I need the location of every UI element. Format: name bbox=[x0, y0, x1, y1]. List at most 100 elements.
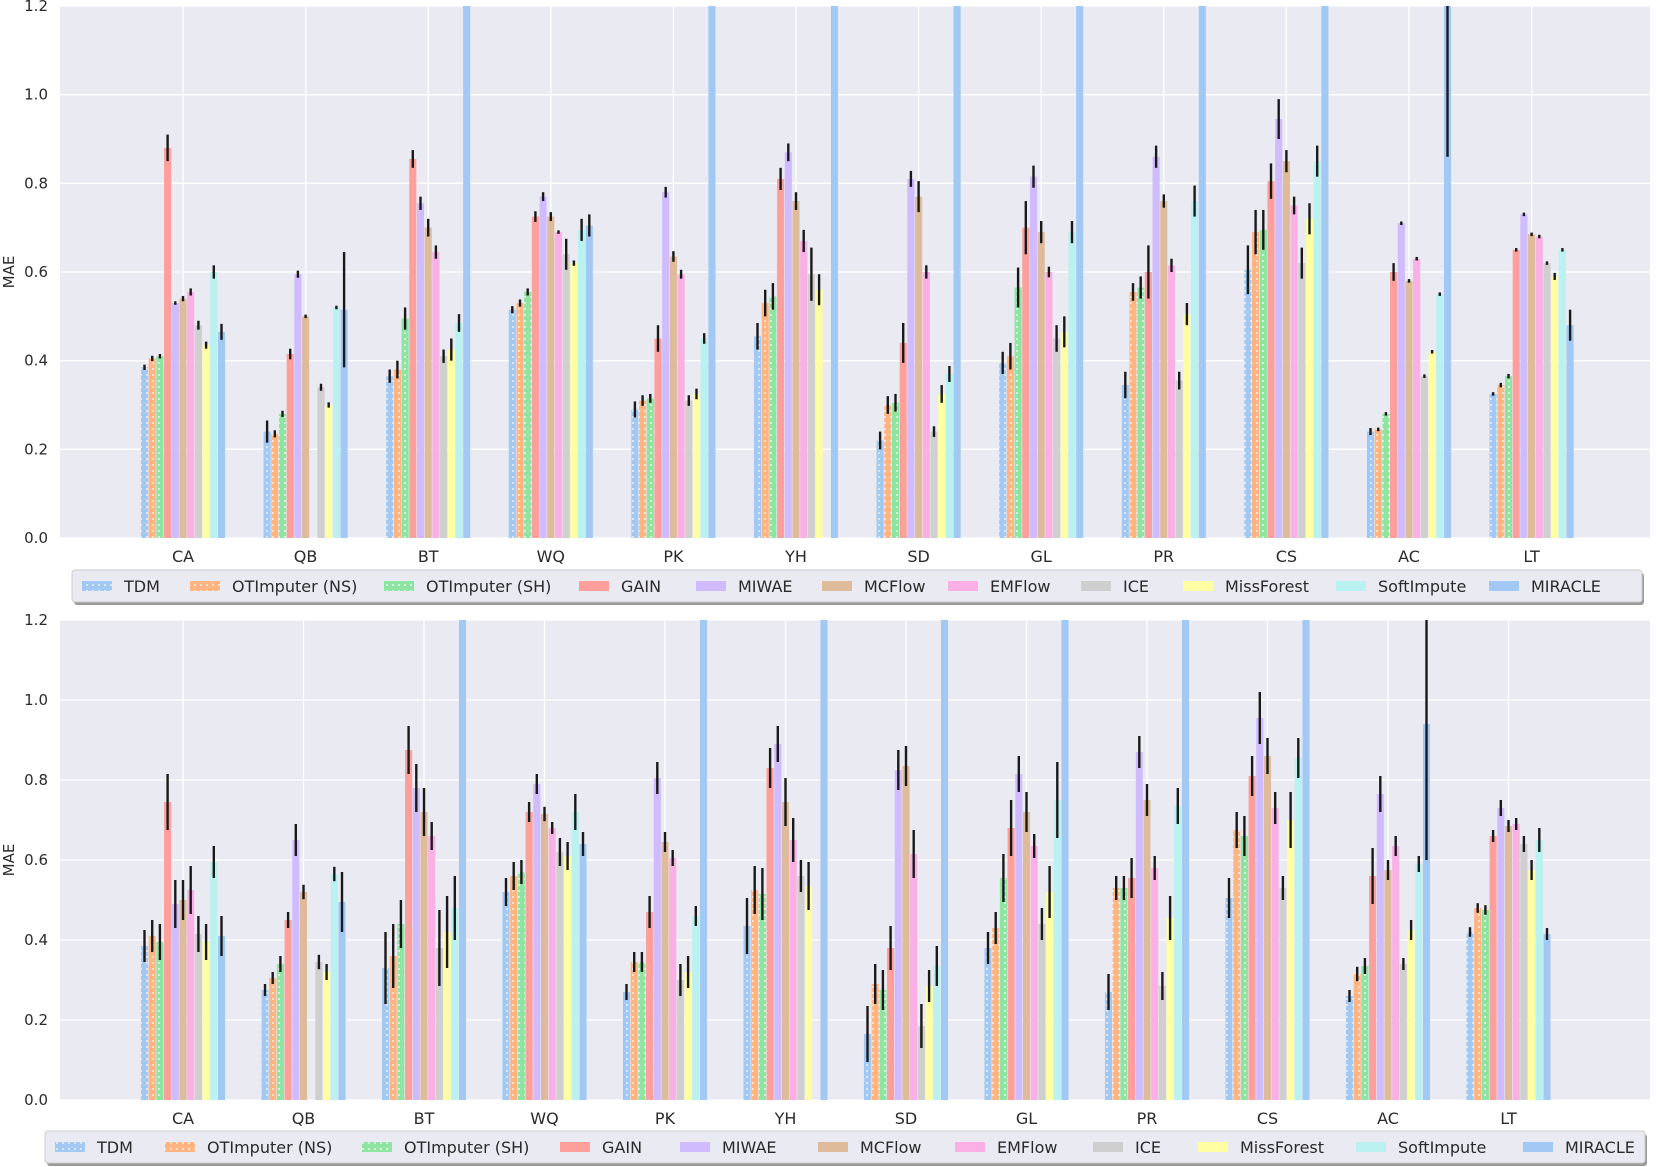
x-tick-label-wq: WQ bbox=[530, 1109, 558, 1128]
y-tick-label: 0.0 bbox=[24, 1091, 48, 1109]
bar-mcflow-lt bbox=[1504, 826, 1513, 1100]
bar-tdm-cs bbox=[1225, 898, 1233, 1100]
bar-ice-bt bbox=[435, 948, 443, 1100]
bar-missforest-qb bbox=[325, 405, 333, 538]
bar-gain-pr bbox=[1128, 878, 1136, 1100]
legend-label-mcflow: MCFlow bbox=[860, 1138, 922, 1157]
bar-miwae-bt bbox=[412, 788, 420, 1100]
legend-label-gain: GAIN bbox=[621, 577, 661, 596]
bar-gain-gl bbox=[1007, 828, 1015, 1100]
bar-miwae-cs bbox=[1275, 119, 1283, 538]
bar-softimpute-gl bbox=[1068, 232, 1076, 538]
legend: TDM OTImputer (NS) OTImputer (SH) GAIN MIWAE… bbox=[71, 569, 1644, 605]
bar-emflow-sd bbox=[922, 272, 930, 538]
bar-miwae-pr bbox=[1135, 752, 1143, 1100]
legend-swatch-tdm bbox=[55, 1142, 85, 1152]
bar-miracle-cs bbox=[1302, 620, 1310, 1100]
bar-softimpute-sd bbox=[945, 373, 953, 538]
legend-frame bbox=[71, 569, 1643, 603]
bar-tdm-wq bbox=[502, 892, 510, 1100]
bar-ice-bt bbox=[440, 356, 448, 538]
bar-otimputer-ns-pk bbox=[630, 962, 638, 1100]
y-tick-label: 0.0 bbox=[24, 529, 48, 547]
bar-tdm-lt bbox=[1466, 932, 1474, 1100]
y-axis-label: MAE bbox=[0, 844, 18, 877]
bar-ice-qb bbox=[317, 387, 325, 538]
bar-otimputer-sh-gl bbox=[999, 878, 1007, 1100]
bar-miwae-pk bbox=[653, 778, 661, 1100]
bar-tdm-qb bbox=[261, 990, 269, 1100]
bar-tdm-yh bbox=[743, 926, 751, 1100]
bar-gain-qb bbox=[286, 354, 294, 538]
bar-miwae-lt bbox=[1497, 808, 1505, 1100]
x-tick-label-sd: SD bbox=[907, 547, 929, 566]
bar-missforest-yh bbox=[815, 289, 823, 538]
bar-otimputer-ns-pk bbox=[639, 400, 647, 538]
bar-gain-cs bbox=[1248, 776, 1256, 1100]
bar-mcflow-wq bbox=[540, 814, 549, 1100]
bar-missforest-ca bbox=[202, 942, 210, 1100]
bar-gain-qb bbox=[284, 920, 292, 1100]
bar-otimputer-sh-yh bbox=[769, 296, 777, 538]
bar-miwae-qb bbox=[294, 274, 302, 538]
y-tick-label: 0.6 bbox=[24, 851, 48, 869]
bar-miwae-gl bbox=[1029, 176, 1038, 538]
bar-otimputer-ns-cs bbox=[1252, 232, 1260, 538]
bar-emflow-cs bbox=[1290, 205, 1298, 538]
bar-ice-gl bbox=[1038, 924, 1046, 1100]
bar-mcflow-gl bbox=[1022, 812, 1031, 1100]
bar-miwae-pr bbox=[1152, 156, 1160, 538]
bar-mcflow-pk bbox=[669, 256, 677, 538]
bar-softimpute-cs bbox=[1313, 161, 1321, 538]
legend-label-tdm: TDM bbox=[123, 577, 160, 596]
legend-label-otimputer-ns: OTImputer (NS) bbox=[207, 1138, 332, 1157]
bar-tdm-wq bbox=[508, 309, 516, 538]
bar-missforest-wq bbox=[570, 263, 578, 538]
bar-emflow-gl bbox=[1045, 272, 1053, 538]
bar-emflow-ac bbox=[1392, 846, 1400, 1100]
bar-ice-qb bbox=[315, 962, 323, 1100]
bar-otimputer-ns-ac bbox=[1353, 974, 1361, 1100]
bar-otimputer-sh-lt bbox=[1481, 910, 1489, 1100]
bar-gain-lt bbox=[1489, 836, 1497, 1100]
legend-label-ice: ICE bbox=[1123, 577, 1149, 596]
legend-label-miwae: MIWAE bbox=[722, 1138, 777, 1157]
bar-emflow-lt bbox=[1512, 824, 1520, 1100]
bar-emflow-ca bbox=[187, 291, 195, 538]
chart-panel-bottom: 0.0 0.2 0.4 0.6 0.8 1.0 1.2 CA QB BT WQ PK YH SD GL PR C… bbox=[0, 611, 1650, 1166]
bar-ice-ac bbox=[1420, 376, 1428, 538]
bar-miracle-wq bbox=[585, 225, 593, 538]
bar-tdm-bt bbox=[386, 376, 394, 538]
bar-emflow-pr bbox=[1151, 868, 1159, 1100]
bar-missforest-pk bbox=[684, 972, 692, 1100]
bar-miracle-pk bbox=[699, 620, 708, 1100]
bar-emflow-yh bbox=[800, 240, 808, 538]
bar-tdm-ca bbox=[140, 946, 149, 1100]
legend-swatch-softimpute bbox=[1336, 581, 1366, 591]
bar-mcflow-ca bbox=[179, 900, 187, 1100]
bar-otimputer-sh-sd bbox=[891, 402, 900, 538]
bar-emflow-cs bbox=[1271, 808, 1279, 1100]
bar-gain-wq bbox=[531, 216, 539, 538]
x-tick-label-pk: PK bbox=[663, 547, 684, 566]
bar-missforest-ca bbox=[202, 345, 210, 538]
legend-swatch-softimpute bbox=[1356, 1142, 1386, 1152]
x-tick-label-yh: YH bbox=[774, 1109, 797, 1128]
bar-otimputer-ns-bt bbox=[393, 369, 401, 538]
bar-gain-ca bbox=[164, 147, 172, 538]
bar-emflow-pk bbox=[669, 858, 677, 1100]
legend-label-otimputer-sh: OTImputer (SH) bbox=[426, 577, 551, 596]
bar-gain-pr bbox=[1144, 272, 1152, 538]
bar-miwae-bt bbox=[416, 203, 425, 538]
legend-swatch-gain bbox=[560, 1142, 590, 1152]
bar-tdm-qb bbox=[263, 431, 271, 538]
bar-miwae-yh bbox=[784, 152, 792, 538]
x-tick-label-ac: AC bbox=[1398, 547, 1420, 566]
bar-softimpute-ca bbox=[210, 272, 218, 538]
bar-mcflow-bt bbox=[420, 812, 428, 1100]
bar-ice-yh bbox=[807, 274, 815, 538]
bar-miwae-ac bbox=[1376, 794, 1384, 1100]
bar-softimpute-ca bbox=[210, 862, 218, 1100]
bars bbox=[140, 620, 1551, 1100]
legend-swatch-gain bbox=[579, 581, 609, 591]
